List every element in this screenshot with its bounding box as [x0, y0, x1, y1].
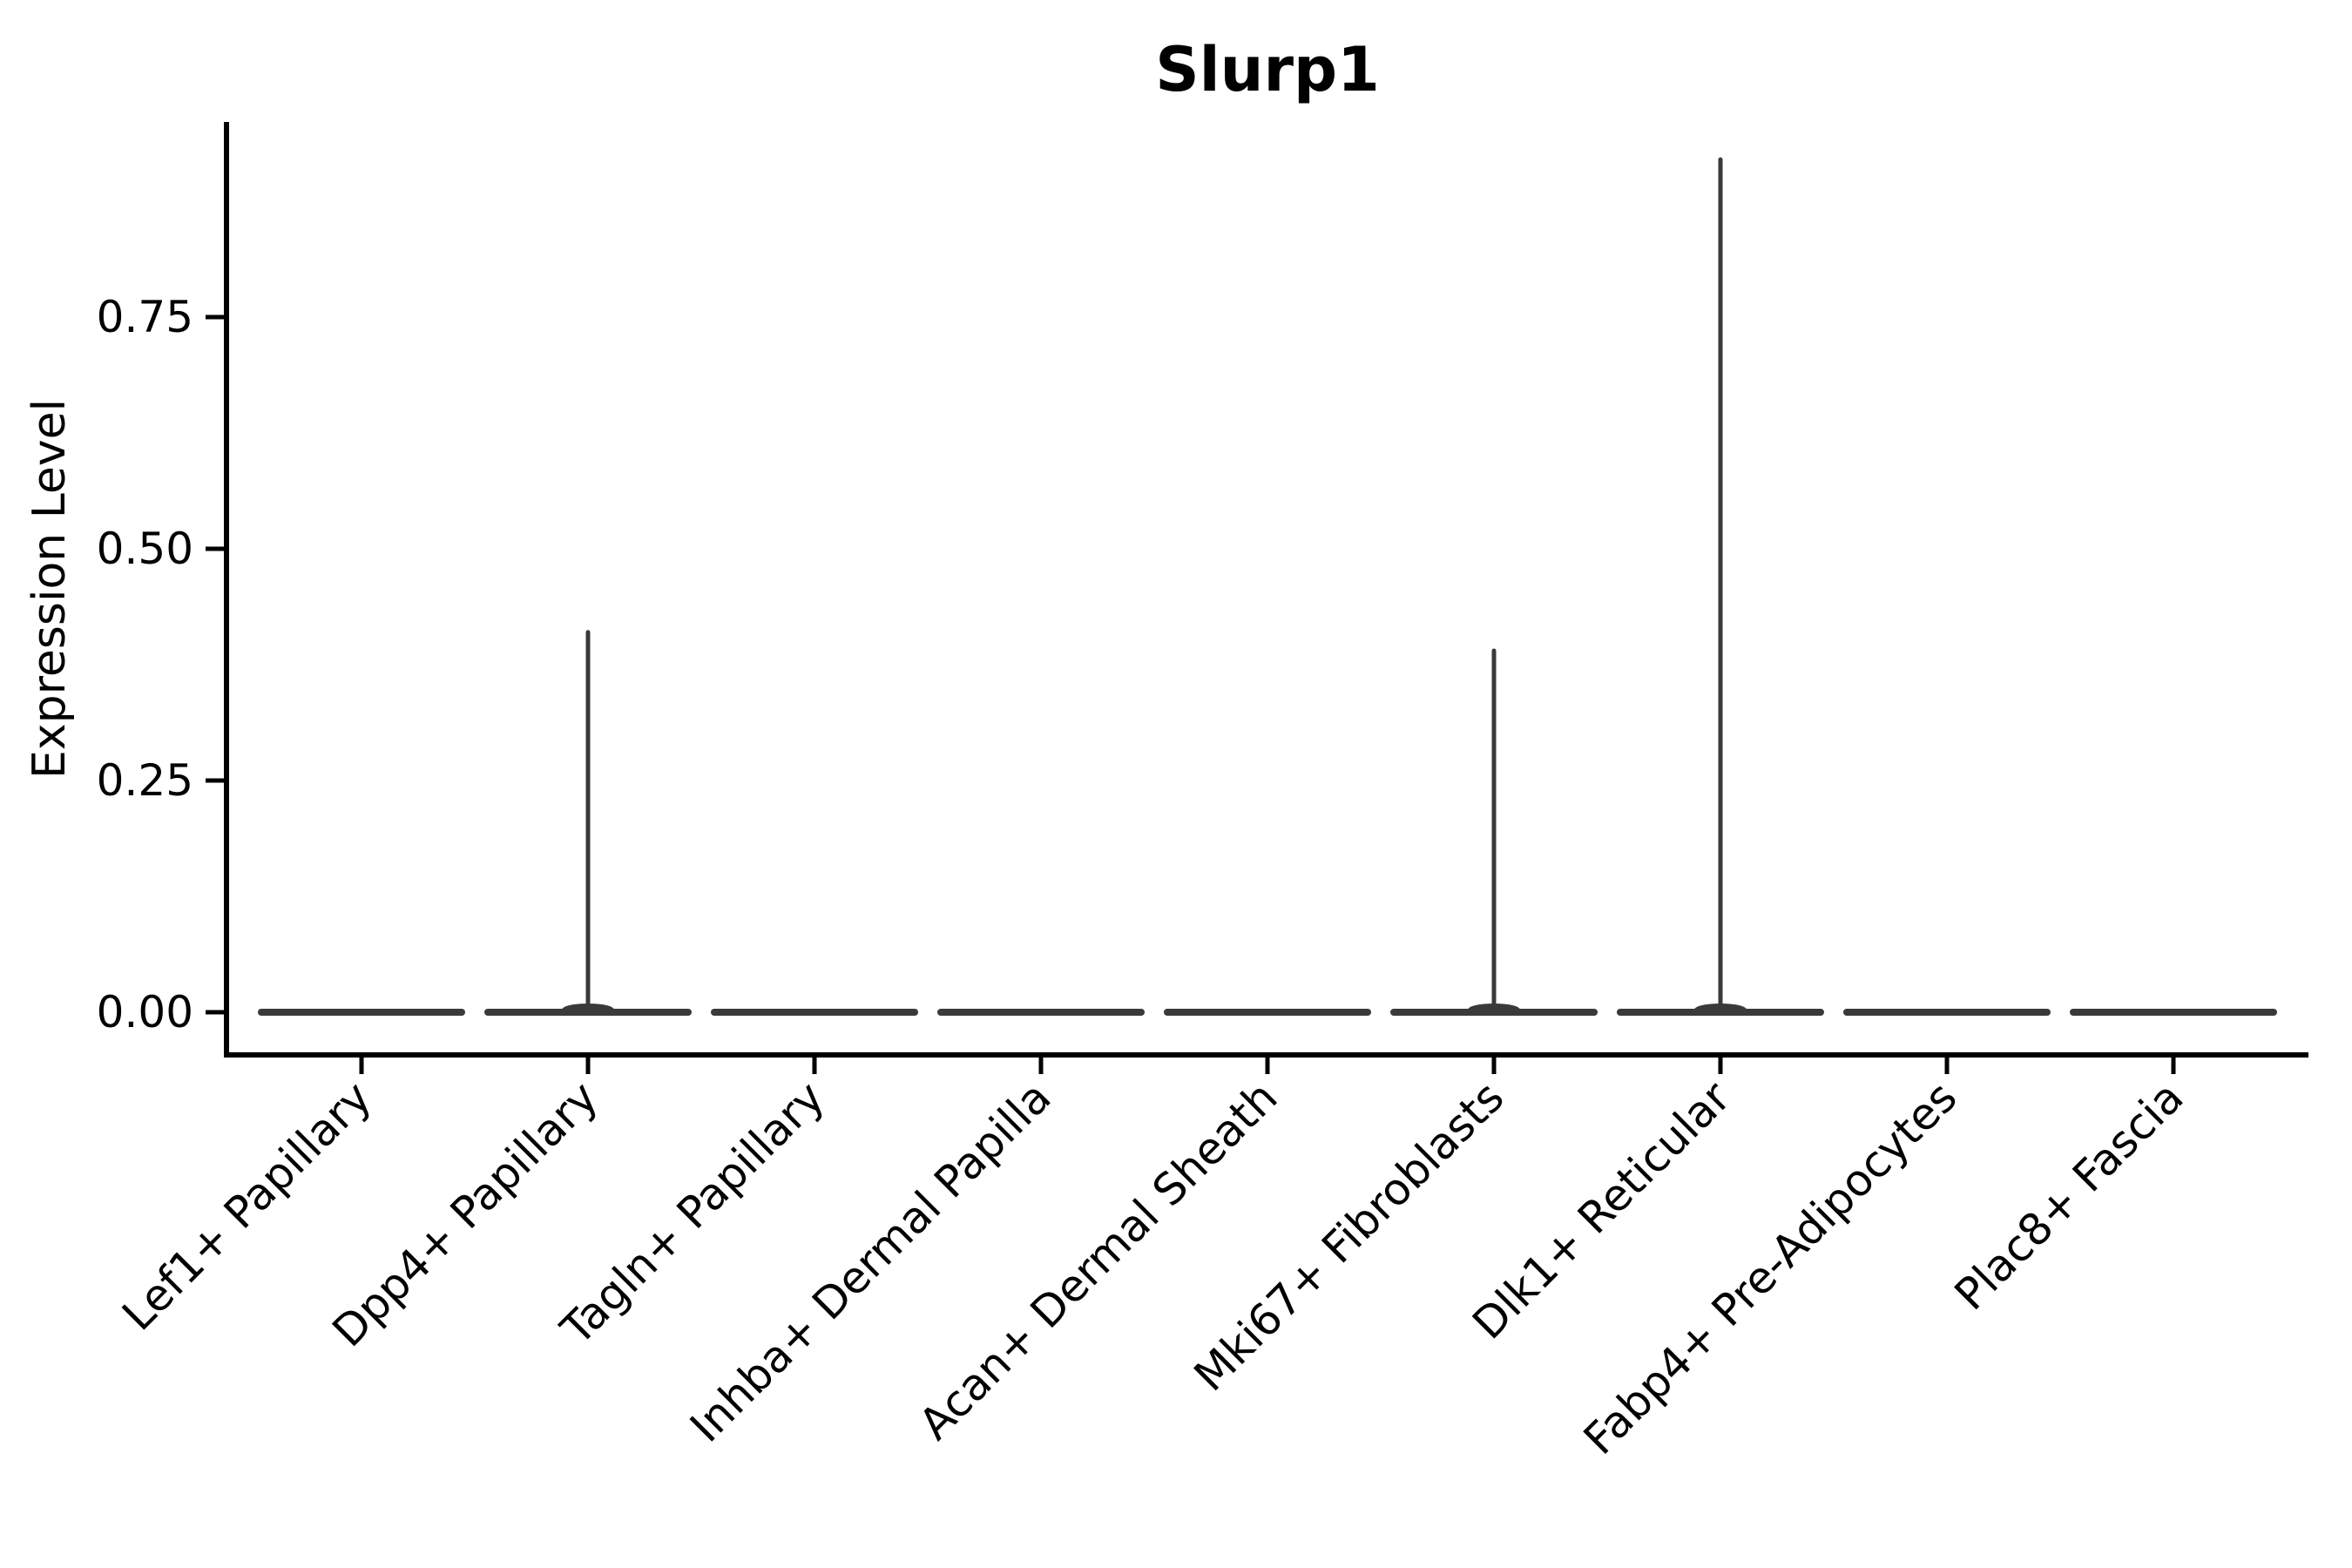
chart-title: Slurp1: [1155, 34, 1380, 105]
x-tick-label: Acan+ Dermal Sheath: [909, 1071, 1288, 1450]
y-tick-label: 0.50: [97, 524, 193, 574]
violins: [258, 157, 2277, 1016]
y-axis-label: Expression Level: [24, 399, 76, 779]
x-tick-label: Plac8+ Fascia: [1945, 1071, 2193, 1320]
x-tick-label: Fabp4+ Pre-Adipocytes: [1574, 1071, 1967, 1464]
y-tick-label: 0.00: [97, 987, 193, 1037]
y-tick-label: 0.25: [97, 755, 193, 806]
y-tick-label: 0.75: [97, 292, 193, 342]
x-tick-label: Inhba+ Dermal Papilla: [680, 1071, 1060, 1451]
x-tick-label: Lef1+ Papillary: [112, 1071, 381, 1340]
y-ticks: 0.00 0.25 0.50 0.75: [97, 292, 226, 1037]
